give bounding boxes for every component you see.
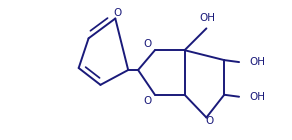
Text: OH: OH bbox=[249, 92, 265, 102]
Text: OH: OH bbox=[249, 57, 265, 67]
Text: O: O bbox=[113, 8, 121, 18]
Text: O: O bbox=[144, 39, 152, 49]
Text: OH: OH bbox=[199, 13, 215, 24]
Text: O: O bbox=[144, 96, 152, 106]
Text: O: O bbox=[205, 116, 213, 126]
